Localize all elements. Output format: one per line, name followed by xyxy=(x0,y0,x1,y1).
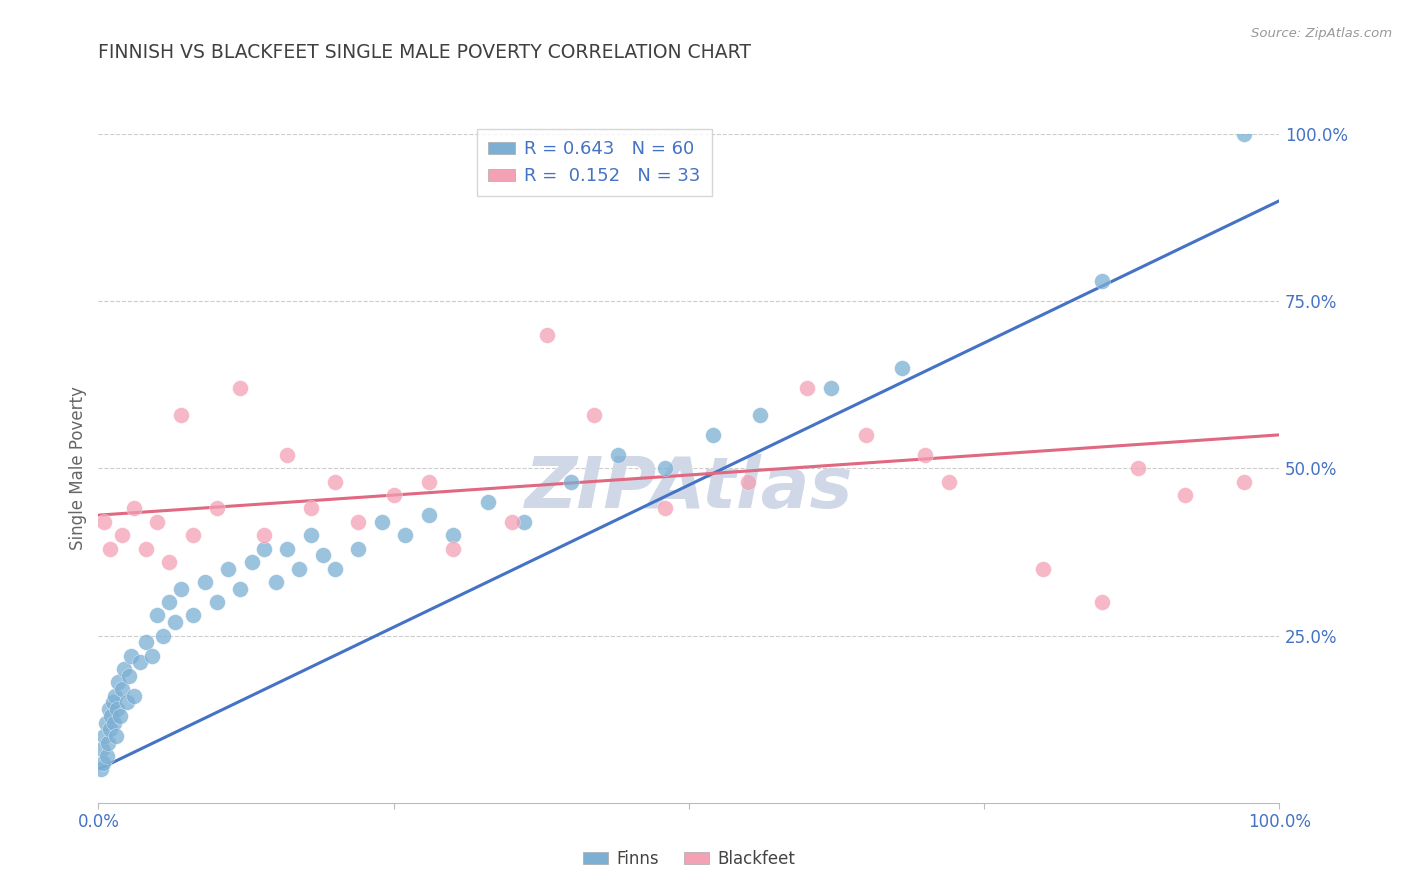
Point xyxy=(240,555,263,569)
Point xyxy=(299,501,322,516)
Point xyxy=(737,475,759,489)
Point xyxy=(501,515,523,529)
Point xyxy=(654,461,676,475)
Point xyxy=(115,696,138,710)
Point xyxy=(181,608,204,623)
Point xyxy=(122,689,145,703)
Point xyxy=(418,508,440,523)
Point xyxy=(312,548,335,563)
Point xyxy=(157,555,180,569)
Point xyxy=(93,729,115,743)
Point xyxy=(91,742,114,756)
Point xyxy=(264,575,287,590)
Point xyxy=(1032,562,1054,576)
Point xyxy=(323,562,346,576)
Point xyxy=(141,648,163,663)
Point xyxy=(122,501,145,516)
Point xyxy=(607,448,630,462)
Point xyxy=(96,749,118,764)
Point xyxy=(347,541,370,556)
Point xyxy=(890,361,912,376)
Y-axis label: Single Male Poverty: Single Male Poverty xyxy=(69,386,87,550)
Point xyxy=(1126,461,1149,475)
Point xyxy=(94,715,117,730)
Point xyxy=(347,515,370,529)
Point xyxy=(135,635,157,649)
Point xyxy=(1233,475,1256,489)
Point xyxy=(441,528,464,542)
Point xyxy=(288,562,311,576)
Point xyxy=(276,541,298,556)
Point xyxy=(97,735,120,749)
Point xyxy=(253,541,276,556)
Point xyxy=(118,669,141,683)
Point xyxy=(170,582,193,596)
Point xyxy=(477,494,499,508)
Point xyxy=(229,582,252,596)
Point xyxy=(418,475,440,489)
Point xyxy=(323,475,346,489)
Point xyxy=(98,723,121,737)
Point xyxy=(205,595,228,609)
Point xyxy=(146,608,169,623)
Point xyxy=(121,648,143,663)
Point xyxy=(583,408,606,422)
Point xyxy=(165,615,187,630)
Point xyxy=(157,595,180,609)
Point xyxy=(253,528,276,542)
Point xyxy=(152,628,174,642)
Point xyxy=(111,681,134,696)
Point xyxy=(276,448,298,462)
Text: ZIPAtlas: ZIPAtlas xyxy=(524,454,853,523)
Point xyxy=(103,715,125,730)
Point xyxy=(855,428,877,442)
Point xyxy=(512,515,534,529)
Point xyxy=(100,708,122,723)
Point xyxy=(1233,127,1256,141)
Point xyxy=(229,381,252,395)
Point xyxy=(98,702,121,716)
Point xyxy=(441,541,464,556)
Point xyxy=(98,541,121,556)
Point xyxy=(93,515,115,529)
Point xyxy=(107,675,129,690)
Point xyxy=(820,381,842,395)
Point xyxy=(536,327,558,342)
Point xyxy=(135,541,157,556)
Point xyxy=(112,662,135,676)
Point xyxy=(194,575,217,590)
Point xyxy=(938,475,960,489)
Point xyxy=(181,528,204,542)
Point xyxy=(748,408,770,422)
Point xyxy=(105,702,128,716)
Point xyxy=(105,729,128,743)
Text: Source: ZipAtlas.com: Source: ZipAtlas.com xyxy=(1251,27,1392,40)
Point xyxy=(654,501,676,516)
Point xyxy=(90,762,112,776)
Point xyxy=(702,428,724,442)
Point xyxy=(560,475,582,489)
Point xyxy=(299,528,322,542)
Point xyxy=(382,488,405,502)
Point xyxy=(1174,488,1197,502)
Point xyxy=(170,408,193,422)
Point xyxy=(1091,274,1114,288)
Point xyxy=(394,528,416,542)
Point xyxy=(108,708,131,723)
Point xyxy=(205,501,228,516)
Text: FINNISH VS BLACKFEET SINGLE MALE POVERTY CORRELATION CHART: FINNISH VS BLACKFEET SINGLE MALE POVERTY… xyxy=(98,44,751,62)
Point xyxy=(111,528,134,542)
Point xyxy=(914,448,936,462)
Point xyxy=(146,515,169,529)
Point xyxy=(101,696,124,710)
Point xyxy=(796,381,818,395)
Point xyxy=(1091,595,1114,609)
Legend: Finns, Blackfeet: Finns, Blackfeet xyxy=(576,844,801,875)
Point xyxy=(91,756,114,770)
Point xyxy=(371,515,394,529)
Point xyxy=(128,655,150,669)
Point xyxy=(217,562,239,576)
Point xyxy=(104,689,127,703)
